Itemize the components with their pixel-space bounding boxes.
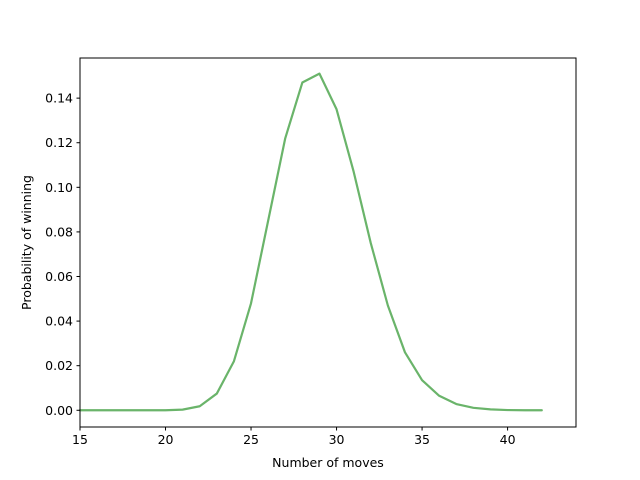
- series-layer: [78, 72, 543, 412]
- y-tick-label: 0.02: [45, 358, 73, 373]
- y-axis-label: Probability of winning: [19, 175, 34, 310]
- plot-frame: [79, 57, 577, 428]
- y-tick-label: 0.00: [45, 403, 73, 418]
- x-tick-label: 40: [500, 432, 516, 447]
- x-tick-label: 35: [414, 432, 430, 447]
- x-tick-label: 30: [329, 432, 345, 447]
- series-line: [78, 72, 543, 412]
- y-tick-label: 0.06: [45, 269, 73, 284]
- x-tick-label: 20: [158, 432, 174, 447]
- x-tick-label: 25: [243, 432, 259, 447]
- y-tick-label: 0.12: [45, 135, 73, 150]
- x-axis-label: Number of moves: [272, 455, 384, 470]
- y-tick-label: 0.10: [45, 180, 73, 195]
- x-tick-label: 15: [72, 432, 88, 447]
- x-axis-ticks: 15 20 25 30 35 40: [72, 427, 516, 447]
- y-tick-label: 0.04: [45, 314, 73, 329]
- y-tick-label: 0.14: [45, 91, 73, 106]
- plot-area: [80, 58, 576, 427]
- y-tick-label: 0.08: [45, 224, 73, 239]
- y-axis-ticks: 0.00 0.02 0.04 0.06 0.08 0.10 0.12 0.14: [45, 91, 80, 418]
